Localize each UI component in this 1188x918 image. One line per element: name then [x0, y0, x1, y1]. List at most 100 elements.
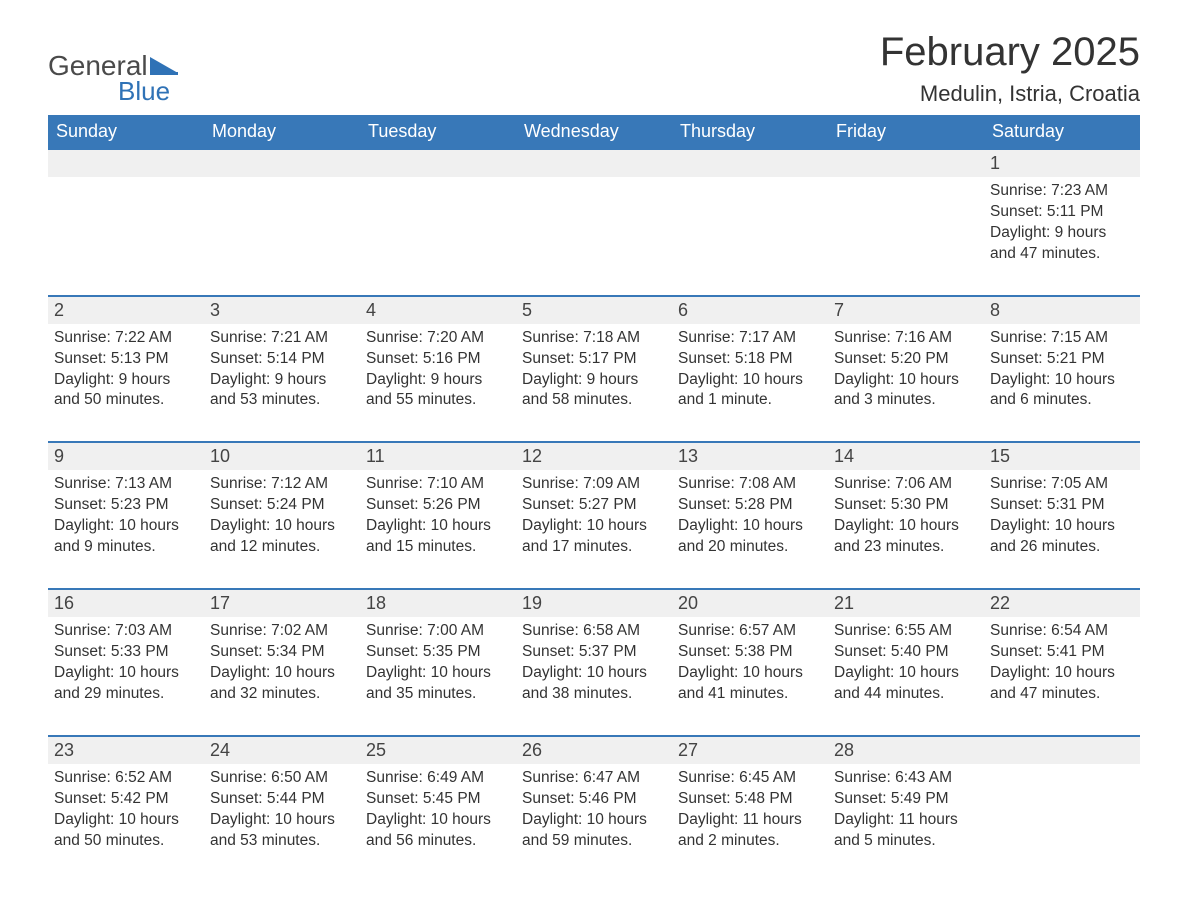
- day-detail-cell: [516, 177, 672, 296]
- detail-line: Daylight: 11 hours: [834, 810, 978, 831]
- daynum-row: 9101112131415: [48, 442, 1140, 470]
- detail-row: Sunrise: 6:52 AMSunset: 5:42 PMDaylight:…: [48, 764, 1140, 862]
- detail-line: Sunrise: 7:17 AM: [678, 328, 822, 349]
- detail-line: Daylight: 10 hours: [366, 663, 510, 684]
- detail-line: Sunrise: 6:50 AM: [210, 768, 354, 789]
- detail-line: Sunset: 5:21 PM: [990, 349, 1134, 370]
- detail-line: Sunrise: 7:05 AM: [990, 474, 1134, 495]
- detail-line: and 12 minutes.: [210, 537, 354, 558]
- detail-line: Sunrise: 7:12 AM: [210, 474, 354, 495]
- detail-line: Daylight: 10 hours: [834, 370, 978, 391]
- day-number-cell: 3: [204, 296, 360, 324]
- day-detail-cell: Sunrise: 7:13 AMSunset: 5:23 PMDaylight:…: [48, 470, 204, 589]
- day-detail-cell: Sunrise: 7:08 AMSunset: 5:28 PMDaylight:…: [672, 470, 828, 589]
- detail-line: Sunrise: 6:58 AM: [522, 621, 666, 642]
- day-number-cell: [516, 149, 672, 177]
- detail-line: Sunrise: 7:03 AM: [54, 621, 198, 642]
- daynum-row: 232425262728: [48, 736, 1140, 764]
- detail-line: Daylight: 11 hours: [678, 810, 822, 831]
- detail-line: and 23 minutes.: [834, 537, 978, 558]
- detail-line: Sunset: 5:27 PM: [522, 495, 666, 516]
- detail-line: and 59 minutes.: [522, 831, 666, 852]
- day-detail-cell: Sunrise: 7:15 AMSunset: 5:21 PMDaylight:…: [984, 324, 1140, 443]
- day-number-cell: [360, 149, 516, 177]
- detail-line: and 50 minutes.: [54, 831, 198, 852]
- detail-line: Daylight: 10 hours: [210, 516, 354, 537]
- day-detail-cell: Sunrise: 6:43 AMSunset: 5:49 PMDaylight:…: [828, 764, 984, 862]
- calendar-body: 1Sunrise: 7:23 AMSunset: 5:11 PMDaylight…: [48, 149, 1140, 861]
- day-number-cell: 5: [516, 296, 672, 324]
- day-detail-cell: Sunrise: 7:20 AMSunset: 5:16 PMDaylight:…: [360, 324, 516, 443]
- daynum-row: 2345678: [48, 296, 1140, 324]
- detail-line: Sunrise: 7:08 AM: [678, 474, 822, 495]
- day-number-cell: 17: [204, 589, 360, 617]
- day-number-cell: 9: [48, 442, 204, 470]
- day-detail-cell: Sunrise: 7:09 AMSunset: 5:27 PMDaylight:…: [516, 470, 672, 589]
- day-detail-cell: [48, 177, 204, 296]
- detail-line: Sunset: 5:26 PM: [366, 495, 510, 516]
- detail-row: Sunrise: 7:23 AMSunset: 5:11 PMDaylight:…: [48, 177, 1140, 296]
- detail-line: Sunrise: 7:18 AM: [522, 328, 666, 349]
- detail-line: Daylight: 10 hours: [366, 516, 510, 537]
- day-detail-cell: Sunrise: 6:54 AMSunset: 5:41 PMDaylight:…: [984, 617, 1140, 736]
- detail-line: Daylight: 10 hours: [990, 370, 1134, 391]
- detail-row: Sunrise: 7:03 AMSunset: 5:33 PM Daylight:…: [48, 617, 1140, 736]
- detail-line: Sunrise: 7:09 AM: [522, 474, 666, 495]
- detail-line: Sunset: 5:33 PM: [54, 642, 198, 663]
- day-detail-cell: Sunrise: 7:12 AMSunset: 5:24 PMDaylight:…: [204, 470, 360, 589]
- detail-line: Daylight: 9 hours: [366, 370, 510, 391]
- weekday-header-row: Sunday Monday Tuesday Wednesday Thursday…: [48, 115, 1140, 149]
- weekday-header: Friday: [828, 115, 984, 149]
- day-detail-cell: Sunrise: 7:10 AMSunset: 5:26 PMDaylight:…: [360, 470, 516, 589]
- detail-line: Sunset: 5:20 PM: [834, 349, 978, 370]
- detail-line: and 41 minutes.: [678, 684, 822, 705]
- detail-line: and 53 minutes.: [210, 831, 354, 852]
- brand-logo: General Blue: [48, 30, 182, 107]
- day-detail-cell: Sunrise: 7:05 AMSunset: 5:31 PMDaylight:…: [984, 470, 1140, 589]
- detail-line: Sunset: 5:16 PM: [366, 349, 510, 370]
- calendar-table: Sunday Monday Tuesday Wednesday Thursday…: [48, 115, 1140, 861]
- detail-line: Daylight: 10 hours: [522, 663, 666, 684]
- detail-line: and 9 minutes.: [54, 537, 198, 558]
- detail-line: and 47 minutes.: [990, 244, 1134, 265]
- detail-line: and 53 minutes.: [210, 390, 354, 411]
- detail-line: and 55 minutes.: [366, 390, 510, 411]
- detail-line: Sunrise: 7:21 AM: [210, 328, 354, 349]
- detail-line: Sunset: 5:18 PM: [678, 349, 822, 370]
- detail-line: Sunrise: 7:06 AM: [834, 474, 978, 495]
- day-detail-cell: Sunrise: 6:50 AMSunset: 5:44 PMDaylight:…: [204, 764, 360, 862]
- day-number-cell: 7: [828, 296, 984, 324]
- detail-line: Sunset: 5:37 PM: [522, 642, 666, 663]
- detail-line: Sunrise: 6:45 AM: [678, 768, 822, 789]
- detail-line: Daylight: 10 hours: [210, 810, 354, 831]
- day-detail-cell: [672, 177, 828, 296]
- day-detail-cell: [204, 177, 360, 296]
- day-number-cell: 18: [360, 589, 516, 617]
- detail-line: Daylight: 10 hours: [990, 516, 1134, 537]
- day-number-cell: 24: [204, 736, 360, 764]
- detail-line: Daylight: 10 hours: [990, 663, 1134, 684]
- detail-line: Daylight: 10 hours: [678, 516, 822, 537]
- detail-line: Sunset: 5:11 PM: [990, 202, 1134, 223]
- day-detail-cell: Sunrise: 6:55 AMSunset: 5:40 PMDaylight:…: [828, 617, 984, 736]
- detail-line: Sunrise: 7:00 AM: [366, 621, 510, 642]
- detail-line: Sunrise: 6:55 AM: [834, 621, 978, 642]
- detail-line: Sunrise: 7:15 AM: [990, 328, 1134, 349]
- detail-line: Daylight: 10 hours: [54, 810, 198, 831]
- detail-line: Sunrise: 6:57 AM: [678, 621, 822, 642]
- detail-line: Sunrise: 6:47 AM: [522, 768, 666, 789]
- title-block: February 2025 Medulin, Istria, Croatia: [880, 30, 1140, 107]
- detail-line: Daylight: 9 hours: [990, 223, 1134, 244]
- detail-line: Sunrise: 6:52 AM: [54, 768, 198, 789]
- day-number-cell: 4: [360, 296, 516, 324]
- day-detail-cell: Sunrise: 7:22 AMSunset: 5:13 PMDaylight:…: [48, 324, 204, 443]
- detail-line: and 47 minutes.: [990, 684, 1134, 705]
- detail-line: and 44 minutes.: [834, 684, 978, 705]
- day-number-cell: [48, 149, 204, 177]
- day-number-cell: [672, 149, 828, 177]
- detail-line: and 26 minutes.: [990, 537, 1134, 558]
- day-number-cell: 25: [360, 736, 516, 764]
- detail-line: and 56 minutes.: [366, 831, 510, 852]
- page-header: General Blue February 2025 Medulin, Istr…: [48, 30, 1140, 107]
- detail-line: and 5 minutes.: [834, 831, 978, 852]
